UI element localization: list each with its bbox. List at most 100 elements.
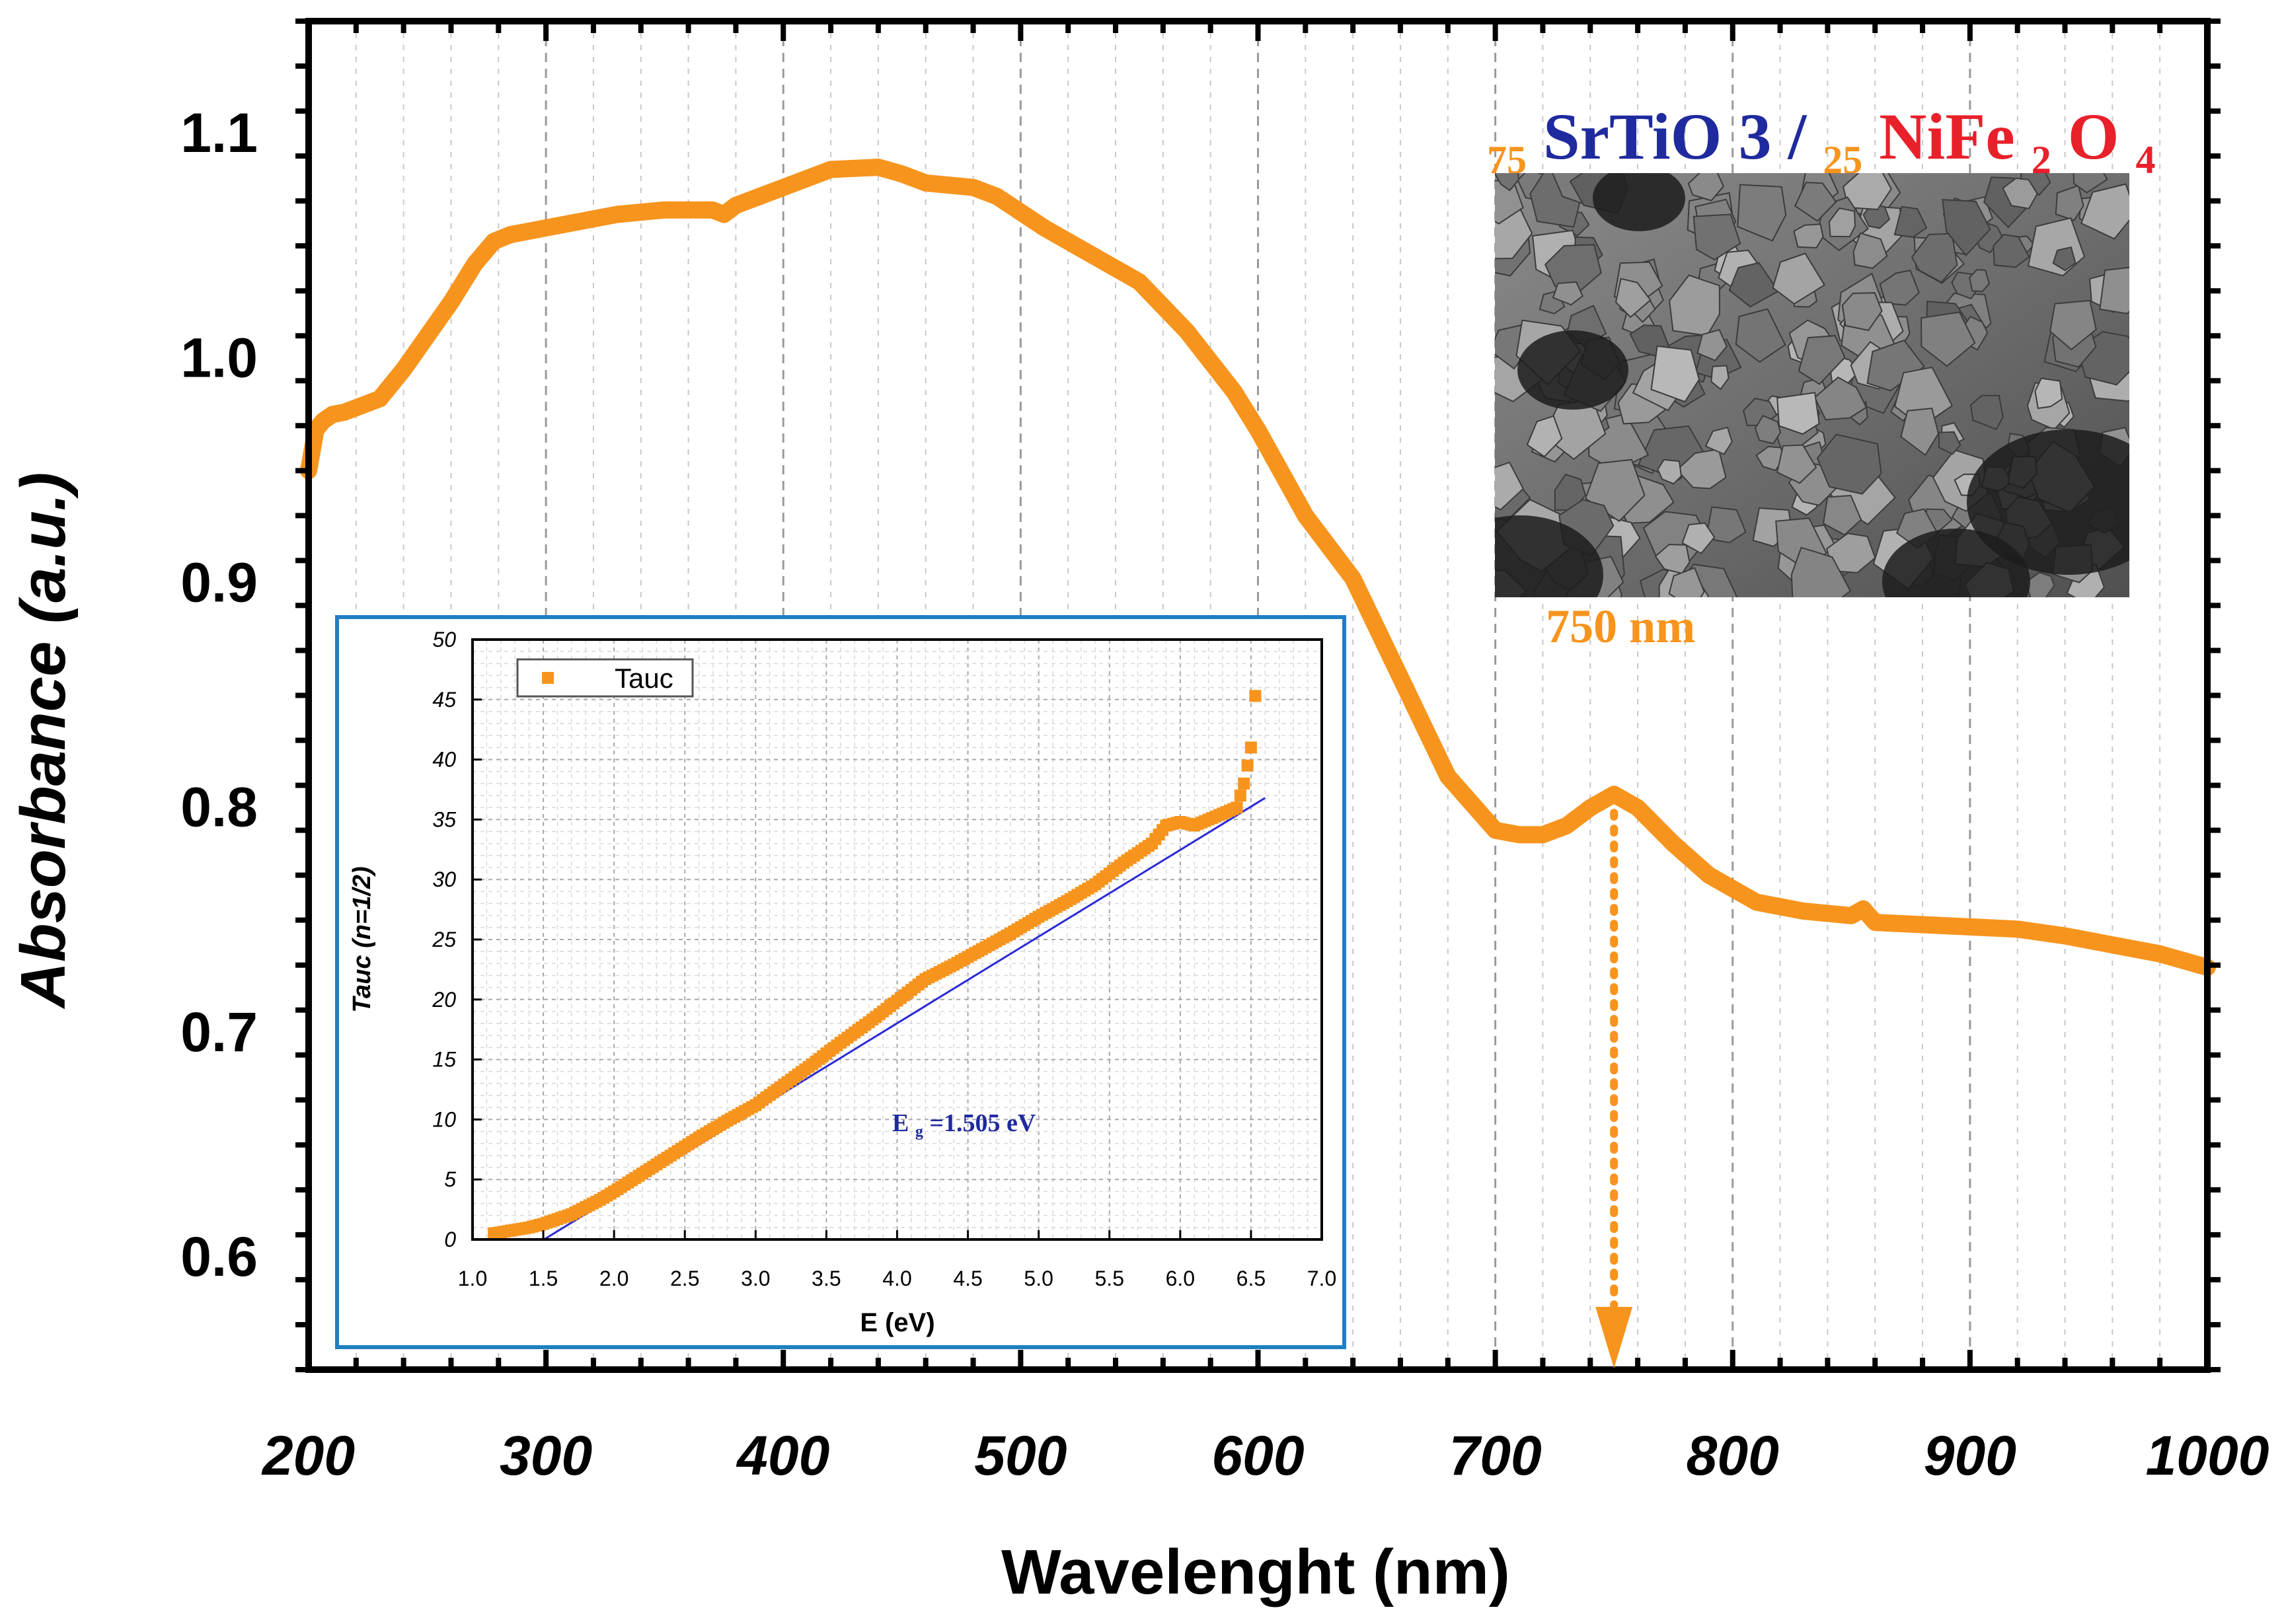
main-ticks [295,18,2221,1372]
sem-void [1517,330,1628,410]
peak-arrow-head [1595,1307,1633,1368]
sem-grain [1696,329,1728,362]
sem-grain [1879,269,1920,306]
band-gap-value: =1.505 eV [929,1109,1036,1137]
main-x-tick-label: 1000 [2146,1424,2269,1487]
sem-grain [1615,277,1652,318]
sem-grain [2002,177,2038,209]
main-x-tick-label: 200 [261,1424,355,1487]
main-x-tick-label: 300 [500,1424,592,1487]
inset-ticks [471,638,1323,1241]
sem-grain [1841,292,1883,332]
main-y-tick-label: 0.7 [180,1001,258,1063]
sem-void [1882,529,2030,597]
sample-compound-1: SrTiO [1543,100,1722,173]
inset-x-tick-label: 6.5 [1237,1267,1266,1290]
sem-grain [1921,311,1976,367]
tauc-series [488,690,1262,1239]
sem-grain [1704,426,1733,455]
sem-grain [1681,522,1716,554]
inset-y-tick-label: 30 [432,867,456,891]
sem-grain [1862,203,1891,229]
sem-grain [1798,335,1846,385]
sem-grain [1668,567,1705,597]
sem-grain [2052,246,2076,272]
sem-grain [1710,365,1730,390]
sem-void [1495,515,1603,597]
inset-legend: Tauc [516,658,694,698]
sem-grain [2055,184,2084,221]
main-y-tick-label: 0.8 [180,776,258,838]
absorbance-series [300,159,2216,977]
inset-y-axis-label: Tauc (n=1/2) [348,866,376,1012]
sem-grain [2099,266,2129,314]
inset-x-tick-label: 7.0 [1307,1267,1336,1290]
sample-compound-2-sub2: 4 [2136,138,2156,182]
tauc-point [1238,777,1250,790]
inset-y-tick-label: 45 [432,688,456,712]
inset-y-tick-label: 25 [432,928,456,951]
inset-x-tick-label: 2.0 [599,1267,628,1290]
sem-grain [1942,199,1991,257]
inset-y-tick-label: 20 [432,988,456,1012]
sem-grain [1816,433,1882,495]
sample-compound-2-o: O [2068,100,2119,173]
sem-grain [1735,308,1786,363]
sem-grain [1842,173,1892,211]
sem-grain [1776,444,1817,484]
tauc-point [1241,759,1254,772]
inset-x-tick-label: 3.0 [741,1267,770,1290]
sem-grain [1822,494,1862,536]
band-gap-subscript: g [915,1123,923,1140]
sem-grain [1705,506,1747,544]
tauc-point [1244,741,1257,754]
sem-void [1593,173,1685,231]
inset-y-tick-label: 15 [432,1048,456,1072]
main-x-tick-label: 900 [1924,1424,2016,1487]
absorbance-line [300,159,2216,977]
main-y-tick-label: 0.6 [180,1226,258,1288]
inset-y-tick-labels: 0 5 10 15 20 25 30 35 40 45 50 [432,628,456,1251]
main-y-tick-label: 1.1 [180,102,258,164]
main-y-axis-label: Absorbance (a.u.) [8,472,79,1010]
main-x-tick-label: 600 [1211,1424,1304,1487]
main-y-tick-label: 0.9 [180,551,258,613]
sem-grain [1693,213,1741,261]
sem-grain [1969,394,2004,431]
inset-x-tick-label: 2.5 [670,1267,699,1290]
inset-x-tick-label: 4.5 [953,1267,982,1290]
sem-grain [1687,173,1725,202]
inset-panel: 1.0 1.5 2.0 2.5 3.0 3.5 4.0 4.5 5.0 5.5 6.0 6.5 7.0 … [335,615,1346,1349]
sample-compound-2: NiFe [1879,100,2014,173]
peak-marker: 750 nm [1546,600,1695,1368]
band-gap-label: E g =1.505 eV [892,1109,1036,1142]
sem-void [1967,429,2129,575]
sem-grain [1790,546,1852,597]
tauc-point [1249,690,1262,702]
inset-grid [473,640,1322,1239]
band-gap-symbol: E [892,1109,909,1137]
sem-grain [1526,415,1563,458]
sem-grain [1495,180,1524,225]
inset-x-axis-label: E (eV) [860,1308,934,1337]
sem-micrograph-image [1495,173,2129,597]
inset-x-tick-label: 5.0 [1024,1267,1053,1290]
sem-grain [1495,461,1525,511]
inset-x-tick-label: 1.5 [529,1267,558,1290]
sem-grain [1794,182,1837,222]
inset-y-tick-label: 0 [444,1228,456,1251]
sem-grain [1728,262,1780,308]
main-x-tick-label: 500 [974,1424,1067,1487]
inset-x-tick-label: 4.0 [882,1267,911,1290]
sem-grain [2049,299,2097,351]
main-x-tick-label: 400 [736,1424,829,1487]
main-y-tick-label: 1.0 [180,326,258,388]
inset-x-tick-label: 3.5 [812,1267,841,1290]
sem-grain [1650,345,1700,403]
main-y-tick-labels: 0.6 0.7 0.8 0.9 1.0 1.1 [180,102,258,1288]
legend-label: Tauc [615,663,673,694]
sem-grain [1495,173,1519,192]
peak-label: 750 nm [1546,600,1695,653]
sample-slash: / [1787,100,1807,173]
